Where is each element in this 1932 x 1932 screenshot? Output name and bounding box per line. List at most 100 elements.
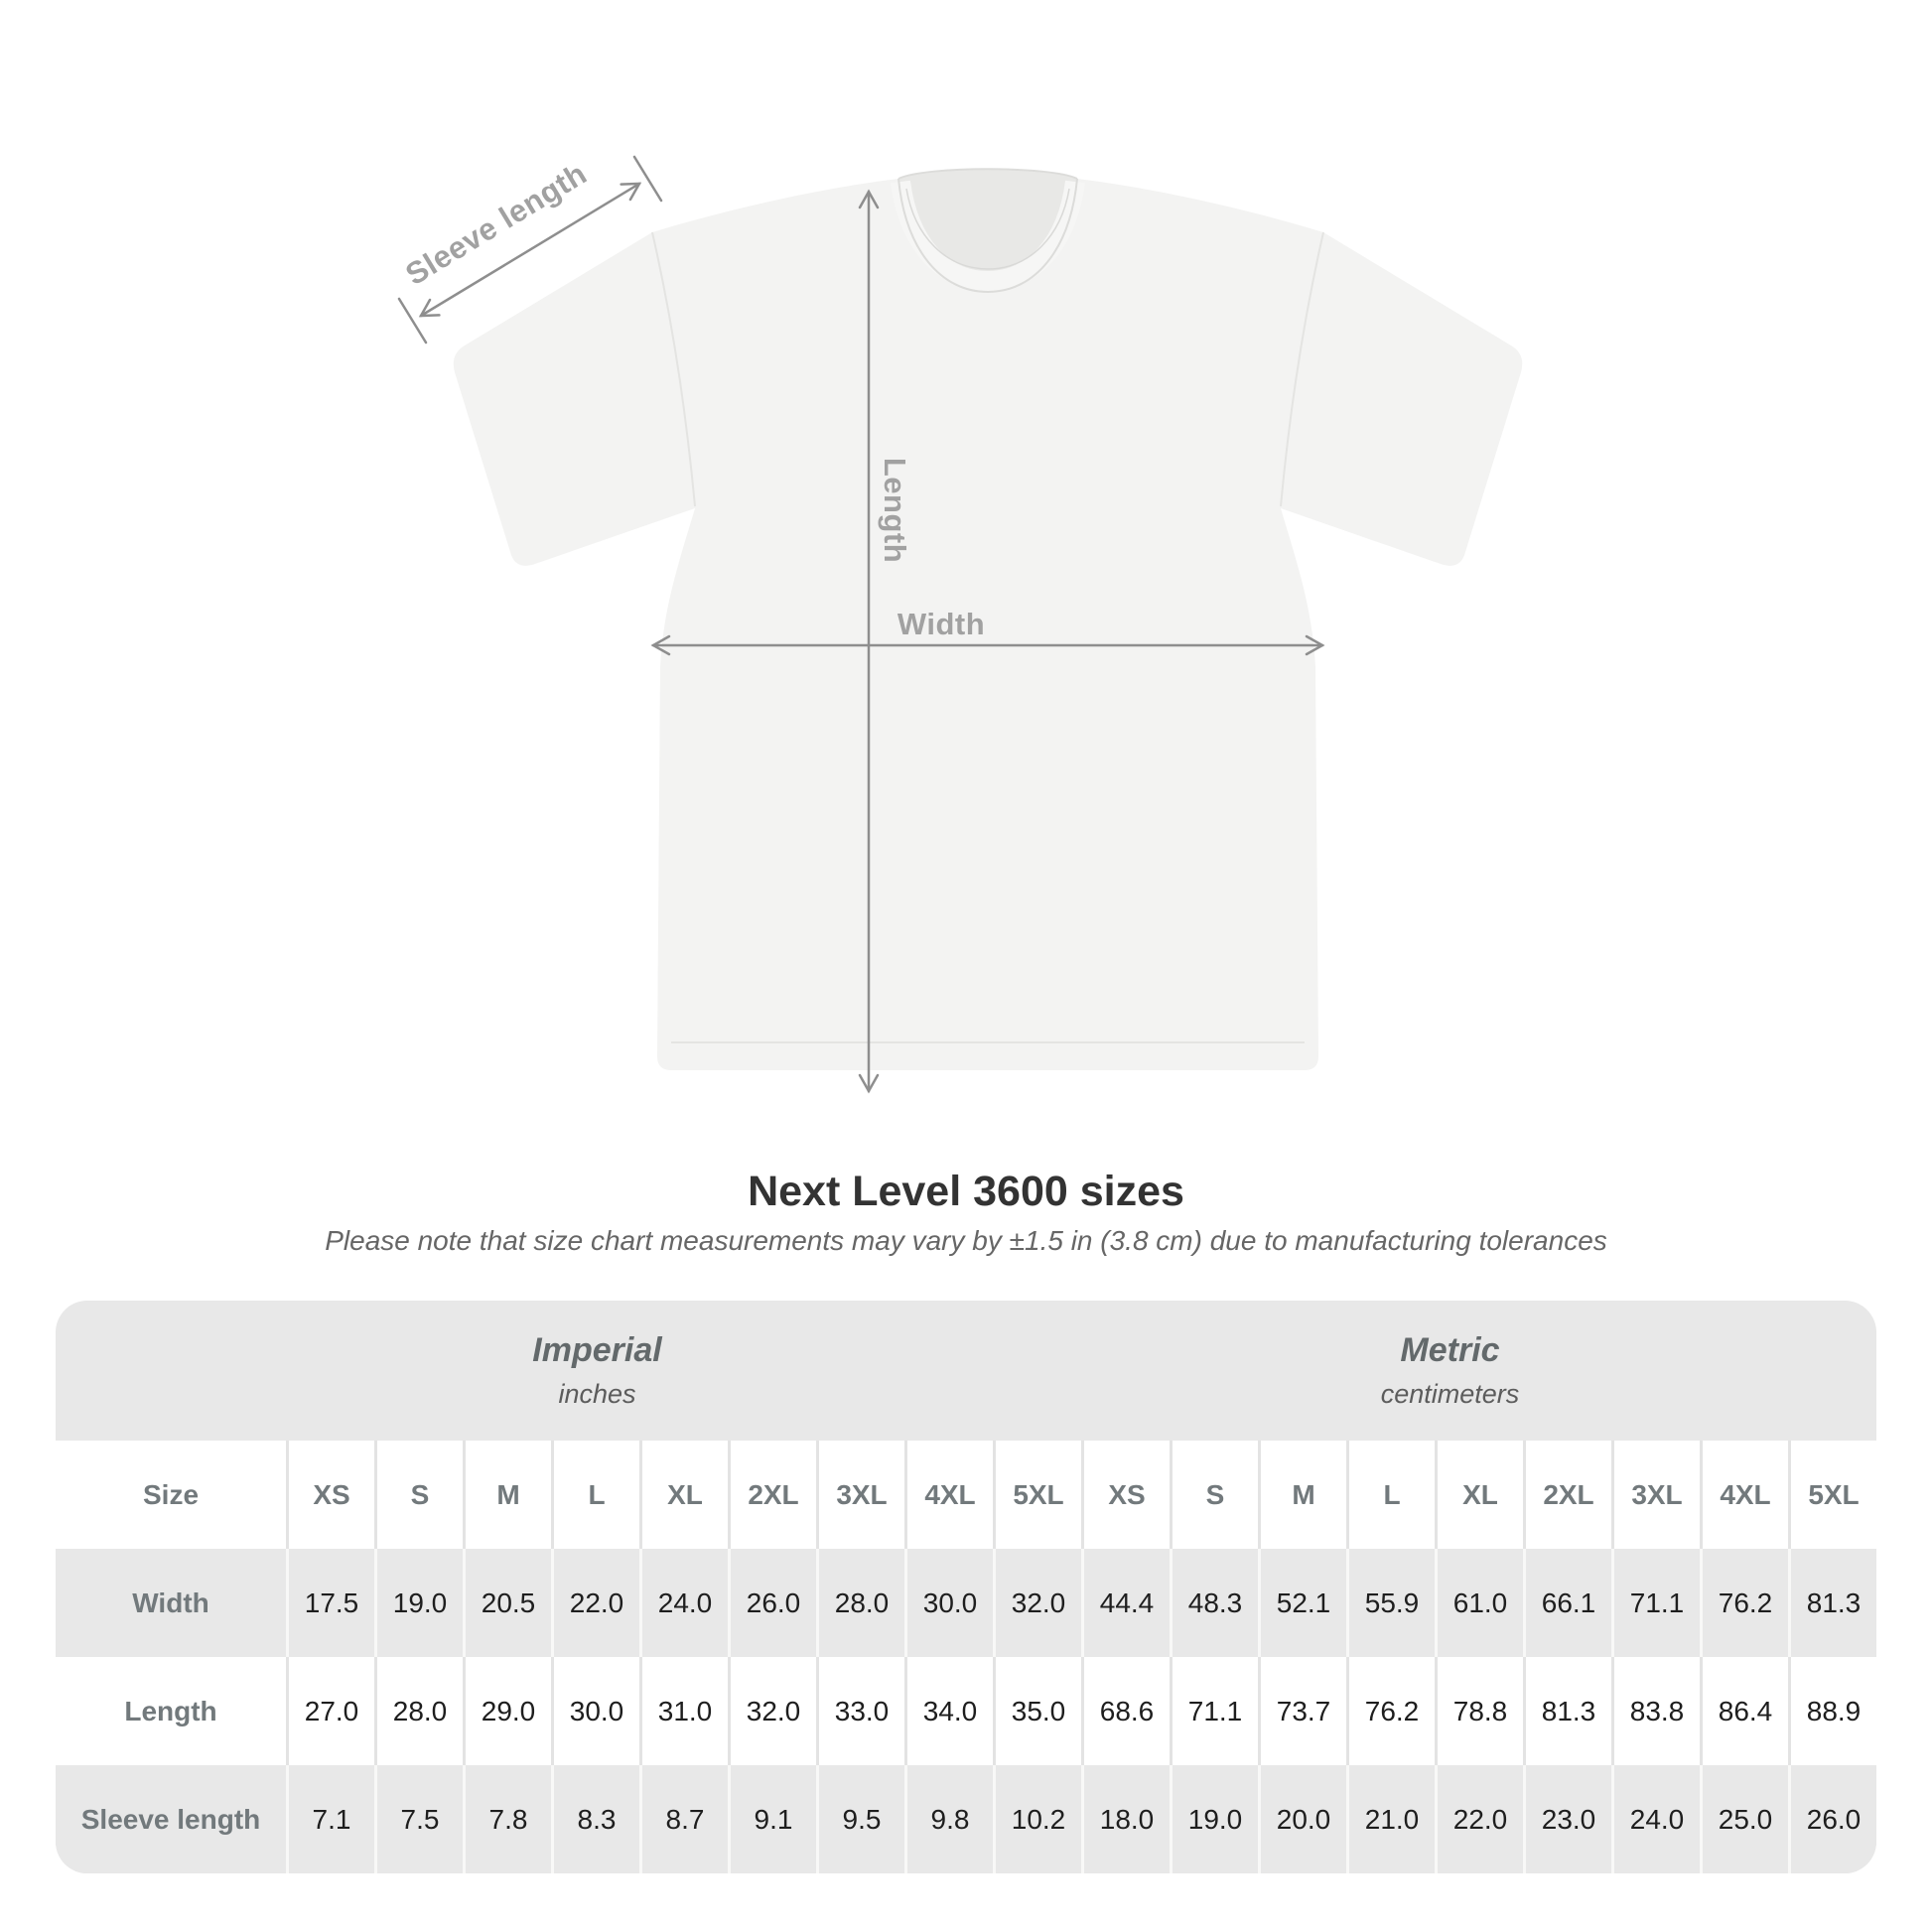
size-value-cell: 7.8: [463, 1765, 551, 1873]
row-label: Sleeve length: [80, 1803, 261, 1835]
row-label: Width: [132, 1587, 209, 1618]
unit-header-row: Imperial inches Metric centimeters: [56, 1301, 1876, 1441]
size-value-cell: 28.0: [816, 1549, 904, 1657]
size-value-cell: 7.5: [374, 1765, 463, 1873]
page-title: Next Level 3600 sizes: [748, 1168, 1184, 1215]
size-value-cell: 33.0: [816, 1657, 904, 1765]
size-value-cell: 25.0: [1700, 1765, 1788, 1873]
size-column-header: XS: [1081, 1441, 1170, 1549]
sleeve-length-arrow: [397, 155, 663, 345]
size-value-cell: 32.0: [993, 1549, 1081, 1657]
size-column-header: XL: [1435, 1441, 1523, 1549]
metric-label: Metric: [1400, 1331, 1500, 1369]
width-label: Width: [897, 607, 986, 641]
imperial-label: Imperial: [532, 1331, 662, 1369]
size-value-cell: 8.3: [551, 1765, 639, 1873]
size-value-cell: 18.0: [1081, 1765, 1170, 1873]
measurement-row: Length 27.0 28.0 29.0 30.0 31.0 32.0 33.0 34.0 35…: [56, 1657, 1876, 1765]
size-value-cell: 23.0: [1523, 1765, 1611, 1873]
length-arrow: [858, 189, 880, 1094]
size-value-cell: 22.0: [551, 1549, 639, 1657]
size-column-header: 3XL: [1611, 1441, 1700, 1549]
size-value-cell: 7.1: [286, 1765, 374, 1873]
metric-header: Metric centimeters: [1024, 1331, 1876, 1410]
size-column-header: L: [1346, 1441, 1435, 1549]
size-value-cell: 81.3: [1788, 1549, 1876, 1657]
size-value-cell: 24.0: [1611, 1765, 1700, 1873]
size-value-cell: 83.8: [1611, 1657, 1700, 1765]
size-value-cell: 27.0: [286, 1657, 374, 1765]
size-value-cell: 30.0: [904, 1549, 993, 1657]
size-table: Imperial inches Metric centimeters Size X…: [56, 1301, 1876, 1873]
size-value-cell: 20.5: [463, 1549, 551, 1657]
size-value-cell: 52.1: [1258, 1549, 1346, 1657]
size-value-cell: 20.0: [1258, 1765, 1346, 1873]
size-value-cell: 73.7: [1258, 1657, 1346, 1765]
size-value-cell: 9.1: [728, 1765, 816, 1873]
size-column-header: L: [551, 1441, 639, 1549]
width-arrow: [650, 634, 1325, 656]
size-header-row: Size XS S M L XL 2XL 3XL 4XL 5XL XS S M L XL 2XL 3XL 4XL 5…: [56, 1441, 1876, 1549]
length-label: Length: [878, 457, 912, 564]
size-value-cell: 24.0: [639, 1549, 728, 1657]
size-value-cell: 88.9: [1788, 1657, 1876, 1765]
size-value-cell: 19.0: [374, 1549, 463, 1657]
size-value-cell: 8.7: [639, 1765, 728, 1873]
size-value-cell: 9.8: [904, 1765, 993, 1873]
size-value-cell: 81.3: [1523, 1657, 1611, 1765]
size-column-header: M: [1258, 1441, 1346, 1549]
collar-band: [891, 180, 1085, 292]
tshirt-illustration: [397, 155, 1523, 1094]
size-column-header: M: [463, 1441, 551, 1549]
size-value-cell: 71.1: [1170, 1657, 1258, 1765]
size-value-cell: 31.0: [639, 1657, 728, 1765]
size-value-cell: 71.1: [1611, 1549, 1700, 1657]
size-value-cell: 48.3: [1170, 1549, 1258, 1657]
measurement-row: Width 17.5 19.0 20.5 22.0 24.0 26.0 28.0 30.0 32.…: [56, 1549, 1876, 1657]
size-value-cell: 26.0: [728, 1549, 816, 1657]
measurement-row: Sleeve length 7.1 7.5 7.8 8.3 8.7 9.1 9.5 9.8 10.…: [56, 1765, 1876, 1873]
size-column-header: S: [1170, 1441, 1258, 1549]
imperial-sublabel: inches: [558, 1379, 636, 1409]
size-column-header: 5XL: [1788, 1441, 1876, 1549]
size-value-cell: 78.8: [1435, 1657, 1523, 1765]
size-value-cell: 55.9: [1346, 1549, 1435, 1657]
size-value-cell: 61.0: [1435, 1549, 1523, 1657]
size-value-cell: 21.0: [1346, 1765, 1435, 1873]
size-value-cell: 30.0: [551, 1657, 639, 1765]
size-value-cell: 34.0: [904, 1657, 993, 1765]
size-value-cell: 9.5: [816, 1765, 904, 1873]
size-column-header: 5XL: [993, 1441, 1081, 1549]
size-value-cell: 44.4: [1081, 1549, 1170, 1657]
size-value-cell: 76.2: [1346, 1657, 1435, 1765]
size-grid: Size XS S M L XL 2XL 3XL 4XL 5XL XS S M L XL 2XL 3XL 4XL 5…: [56, 1441, 1876, 1873]
size-value-cell: 35.0: [993, 1657, 1081, 1765]
size-value-cell: 29.0: [463, 1657, 551, 1765]
size-value-cell: 86.4: [1700, 1657, 1788, 1765]
size-column-header: 4XL: [904, 1441, 993, 1549]
metric-sublabel: centimeters: [1380, 1379, 1520, 1409]
imperial-header: Imperial inches: [171, 1331, 1024, 1410]
size-column-header: XS: [286, 1441, 374, 1549]
size-value-cell: 76.2: [1700, 1549, 1788, 1657]
size-column-header: 2XL: [1523, 1441, 1611, 1549]
size-value-cell: 66.1: [1523, 1549, 1611, 1657]
size-value-cell: 68.6: [1081, 1657, 1170, 1765]
size-value-cell: 19.0: [1170, 1765, 1258, 1873]
size-value-cell: 28.0: [374, 1657, 463, 1765]
size-column-header: S: [374, 1441, 463, 1549]
size-column-header: XL: [639, 1441, 728, 1549]
row-label: Length: [124, 1695, 217, 1726]
size-column-header: 2XL: [728, 1441, 816, 1549]
tshirt-body: [453, 168, 1523, 1070]
tolerance-note: Please note that size chart measurements…: [325, 1225, 1607, 1256]
size-value-cell: 26.0: [1788, 1765, 1876, 1873]
size-value-cell: 22.0: [1435, 1765, 1523, 1873]
size-value-cell: 17.5: [286, 1549, 374, 1657]
size-column-header: 4XL: [1700, 1441, 1788, 1549]
size-value-cell: 32.0: [728, 1657, 816, 1765]
size-corner-label: Size: [142, 1478, 200, 1510]
size-value-cell: 10.2: [993, 1765, 1081, 1873]
size-column-header: 3XL: [816, 1441, 904, 1549]
